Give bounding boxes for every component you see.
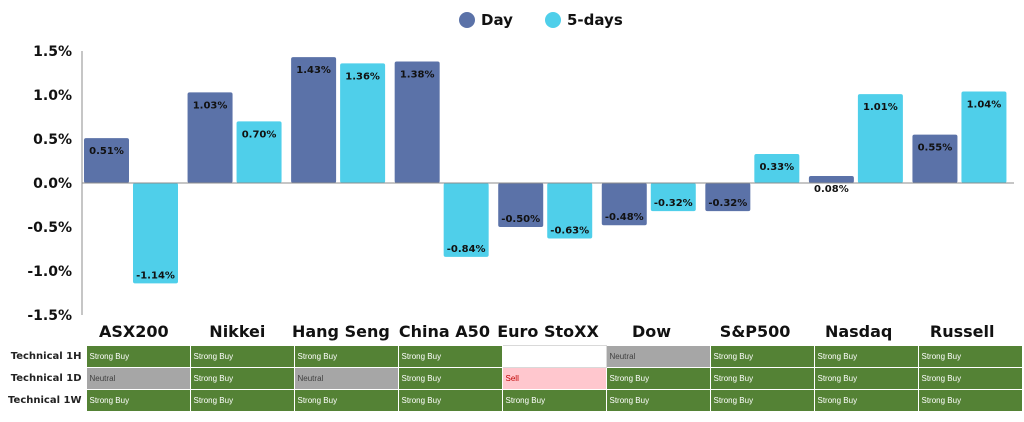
- technical-row-label: Technical 1H: [10, 351, 82, 362]
- technical-cell: Strong Buy: [709, 367, 815, 390]
- legend-swatch-0: [459, 12, 475, 28]
- category-label: ASX200: [99, 322, 169, 341]
- bar-5days: [857, 94, 903, 183]
- category-label: Nikkei: [209, 322, 265, 341]
- bar-day: [601, 183, 647, 226]
- y-tick-label: 0.0%: [33, 176, 72, 192]
- data-label: -0.50%: [501, 214, 540, 225]
- bar-chart: Day 5-days 1.5% 1.0% 0.5% 0.0% -0.5% -1.0% -1.5%…: [27, 11, 1014, 341]
- bar-day: [394, 61, 440, 184]
- data-label: -0.48%: [605, 212, 644, 223]
- legend-label-1: 5-days: [567, 11, 623, 29]
- technical-cell: Strong Buy: [293, 389, 399, 412]
- technical-cell: Strong Buy: [605, 389, 711, 412]
- data-label: 1.38%: [400, 70, 435, 81]
- data-label: -0.84%: [447, 244, 486, 255]
- data-label: 1.04%: [967, 99, 1002, 110]
- technical-cell: Strong Buy: [189, 367, 295, 390]
- technical-cell: Neutral: [293, 367, 399, 390]
- technical-row-label: Technical 1D: [10, 373, 82, 384]
- technical-cell: Strong Buy: [813, 389, 919, 412]
- technical-table: Technical 1H Strong Buy Strong Buy Strong B…: [0, 345, 1023, 412]
- technical-cell: Strong Buy: [85, 345, 191, 368]
- technical-cell: Strong Buy: [917, 345, 1023, 368]
- data-label: 0.33%: [759, 162, 794, 173]
- technical-cell: Neutral: [605, 345, 711, 368]
- technical-cell: Strong Buy: [189, 345, 295, 368]
- technical-cell: Strong Buy: [293, 345, 399, 368]
- technical-cell: Strong Buy: [813, 367, 919, 390]
- technical-cell: [501, 345, 607, 368]
- technical-cell: Strong Buy: [605, 367, 711, 390]
- bar-5days: [650, 183, 696, 212]
- y-tick-label: 1.0%: [33, 88, 72, 104]
- technical-row-label: Technical 1W: [8, 395, 82, 406]
- technical-cell: Strong Buy: [397, 367, 503, 390]
- technical-cell: Strong Buy: [501, 389, 607, 412]
- y-tick-label: -1.5%: [27, 308, 72, 324]
- legend-label-0: Day: [481, 11, 513, 29]
- data-label: 0.70%: [242, 129, 277, 140]
- bar-5days: [236, 121, 282, 183]
- data-label: 1.36%: [345, 71, 380, 82]
- bar-day: [705, 183, 751, 212]
- technical-row: Technical 1W Strong Buy Strong Buy Strong B…: [0, 389, 1023, 412]
- y-tick-label: 0.5%: [33, 132, 72, 148]
- bar-day: [84, 138, 129, 183]
- bar-day: [498, 183, 544, 227]
- data-label: 0.51%: [89, 146, 124, 157]
- technical-cell: Strong Buy: [189, 389, 295, 412]
- technical-cell: Strong Buy: [85, 389, 191, 412]
- bar-day: [808, 175, 854, 183]
- category-label: S&P500: [720, 322, 791, 341]
- data-label: 0.08%: [814, 184, 849, 195]
- data-label: -0.32%: [708, 198, 747, 209]
- technical-row: Technical 1D Neutral Strong Buy Neutral Stro…: [0, 367, 1023, 390]
- technical-cell: Strong Buy: [917, 367, 1023, 390]
- bar-5days: [133, 183, 178, 284]
- technical-cell: Strong Buy: [813, 345, 919, 368]
- technical-cell: Sell: [501, 367, 607, 390]
- bar-5days: [340, 63, 386, 183]
- data-label: -1.14%: [136, 270, 175, 281]
- y-tick-label: 1.5%: [33, 44, 72, 60]
- bar-day: [912, 134, 958, 183]
- category-label: Nasdaq: [825, 322, 892, 341]
- technical-cell: Neutral: [85, 367, 191, 390]
- y-tick-label: -1.0%: [27, 264, 72, 280]
- data-label: 1.43%: [296, 65, 331, 76]
- data-label: -0.32%: [654, 198, 693, 209]
- category-label: Russell: [930, 322, 995, 341]
- category-label: Euro StoXX: [497, 322, 599, 341]
- category-label: Dow: [632, 322, 671, 341]
- data-label: -0.63%: [550, 225, 589, 236]
- technical-cell: Strong Buy: [709, 345, 815, 368]
- data-label: 1.01%: [863, 102, 898, 113]
- technical-cell: Strong Buy: [917, 389, 1023, 412]
- technical-cell: Strong Buy: [397, 389, 503, 412]
- data-label: 0.55%: [918, 143, 953, 154]
- data-label: 1.03%: [193, 100, 228, 111]
- category-label: Hang Seng: [292, 322, 390, 341]
- technical-cell: Strong Buy: [397, 345, 503, 368]
- bar-day: [187, 92, 233, 183]
- bar-5days: [961, 91, 1007, 183]
- bar-5days: [754, 153, 800, 183]
- bar-5days: [547, 183, 593, 239]
- legend-swatch-1: [545, 12, 561, 28]
- bar-5days: [443, 183, 489, 257]
- technical-cell: Strong Buy: [709, 389, 815, 412]
- y-tick-label: -0.5%: [27, 220, 72, 236]
- bar-day: [291, 57, 337, 183]
- technical-row: Technical 1H Strong Buy Strong Buy Strong B…: [0, 345, 1023, 368]
- category-label: China A50: [399, 322, 490, 341]
